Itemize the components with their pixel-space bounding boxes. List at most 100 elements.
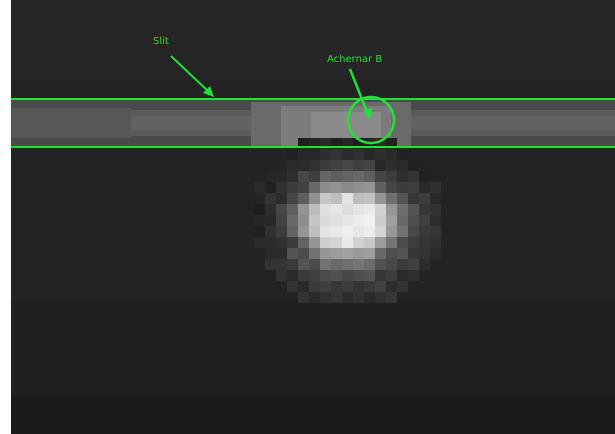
- star-pixel: [408, 226, 419, 237]
- star-pixel: [386, 149, 397, 160]
- star-pixel: [320, 182, 331, 193]
- star-pixel: [430, 215, 441, 226]
- star-pixel: [309, 138, 320, 149]
- star-pixel: [320, 160, 331, 171]
- arrow-icon: [170, 55, 214, 97]
- star-pixel: [298, 248, 309, 259]
- camera-frame: Slit Achernar B: [11, 0, 615, 434]
- star-pixel: [397, 226, 408, 237]
- star-pixel: [342, 259, 353, 270]
- star-pixel: [331, 149, 342, 160]
- star-pixel: [331, 215, 342, 226]
- star-pixel: [298, 171, 309, 182]
- star-pixel: [364, 149, 375, 160]
- star-pixel: [254, 193, 265, 204]
- star-pixel: [386, 270, 397, 281]
- star-pixel: [320, 204, 331, 215]
- star-pixel: [331, 182, 342, 193]
- star-pixel: [419, 182, 430, 193]
- star-pixel: [342, 204, 353, 215]
- star-pixel: [386, 215, 397, 226]
- star-pixel: [320, 193, 331, 204]
- star-pixel: [265, 237, 276, 248]
- star-pixel: [353, 149, 364, 160]
- star-pixel: [397, 160, 408, 171]
- star-pixel: [397, 259, 408, 270]
- star-pixel: [397, 248, 408, 259]
- star-pixel: [309, 160, 320, 171]
- slit-label: Slit: [153, 36, 169, 47]
- star-pixel: [342, 270, 353, 281]
- star-pixel: [298, 193, 309, 204]
- star-pixel: [342, 149, 353, 160]
- star-pixel: [375, 237, 386, 248]
- star-pixel: [342, 226, 353, 237]
- star-pixel: [430, 204, 441, 215]
- star-pixel: [364, 237, 375, 248]
- star-pixel: [375, 204, 386, 215]
- star-pixel: [364, 204, 375, 215]
- star-pixel: [320, 226, 331, 237]
- star-pixel: [419, 171, 430, 182]
- star-pixel: [276, 237, 287, 248]
- star-pixel: [298, 292, 309, 303]
- star-pixel: [276, 270, 287, 281]
- star-pixel: [309, 270, 320, 281]
- star-pixel: [353, 171, 364, 182]
- star-pixel: [375, 160, 386, 171]
- star-pixel: [419, 237, 430, 248]
- star-pixel: [309, 149, 320, 160]
- camera-image: [11, 0, 615, 434]
- star-pixel: [276, 204, 287, 215]
- star-pixel: [287, 215, 298, 226]
- star-pixel: [342, 237, 353, 248]
- star-pixel: [287, 182, 298, 193]
- star-pixel: [320, 281, 331, 292]
- star-pixel: [353, 204, 364, 215]
- star-pixel: [397, 281, 408, 292]
- star-pixel: [276, 215, 287, 226]
- star-pixel: [331, 270, 342, 281]
- star-pixel: [408, 160, 419, 171]
- star-pixel: [298, 215, 309, 226]
- star-pixel: [254, 248, 265, 259]
- star-pixel: [386, 292, 397, 303]
- star-pixel: [397, 182, 408, 193]
- star-pixel: [375, 259, 386, 270]
- star-pixel: [386, 248, 397, 259]
- star-pixel: [430, 182, 441, 193]
- star-pixel: [298, 259, 309, 270]
- star-pixel: [331, 171, 342, 182]
- star-pixel: [276, 193, 287, 204]
- star-pixel: [331, 281, 342, 292]
- star-pixel: [408, 248, 419, 259]
- star-pixel: [276, 248, 287, 259]
- star-pixel: [320, 237, 331, 248]
- star-pixel: [375, 248, 386, 259]
- star-pixel: [353, 160, 364, 171]
- star-pixel: [320, 248, 331, 259]
- star-pixel: [298, 182, 309, 193]
- star-pixel: [331, 237, 342, 248]
- star-pixel: [276, 171, 287, 182]
- star-pixel: [419, 248, 430, 259]
- circle-icon: [346, 95, 396, 145]
- star-pixel: [386, 204, 397, 215]
- star-pixel: [287, 237, 298, 248]
- star-pixel: [320, 138, 331, 149]
- star-pixel: [386, 281, 397, 292]
- star-pixel: [364, 160, 375, 171]
- star-pixel: [375, 138, 386, 149]
- star-pixel: [342, 138, 353, 149]
- star-pixel: [430, 237, 441, 248]
- star-pixel: [430, 248, 441, 259]
- star-pixel: [320, 270, 331, 281]
- star-pixel: [353, 281, 364, 292]
- star-pixel: [265, 259, 276, 270]
- star-pixel: [331, 292, 342, 303]
- star-pixel: [353, 237, 364, 248]
- star-pixel: [298, 226, 309, 237]
- star-pixel: [320, 259, 331, 270]
- star-pixel: [353, 248, 364, 259]
